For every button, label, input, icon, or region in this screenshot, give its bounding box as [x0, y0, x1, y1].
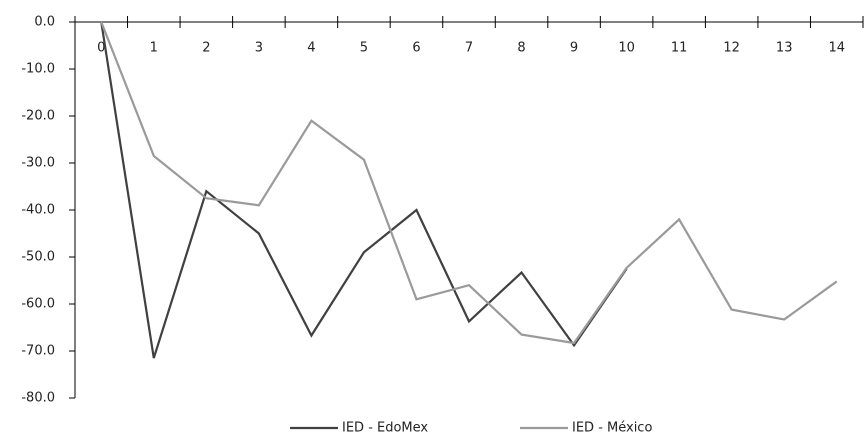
x-tick-label: 3 [255, 41, 263, 56]
x-tick-label: 7 [465, 41, 473, 56]
y-tick-label: -60.0 [21, 297, 55, 312]
y-tick-label: -30.0 [21, 156, 55, 171]
legend-label: IED - México [572, 421, 652, 436]
x-tick-label: 8 [517, 41, 525, 56]
y-tick-label: -40.0 [21, 203, 55, 218]
x-tick-label: 11 [671, 41, 688, 56]
x-tick-label: 6 [412, 41, 420, 56]
x-tick-label: 13 [776, 41, 793, 56]
y-tick-label: -10.0 [21, 62, 55, 77]
y-tick-label: -50.0 [21, 250, 55, 265]
x-tick-label: 2 [202, 41, 210, 56]
x-tick-label: 10 [618, 41, 635, 56]
x-tick-label: 14 [828, 41, 845, 56]
y-tick-label: -80.0 [21, 391, 55, 406]
y-tick-label: 0.0 [34, 15, 55, 30]
series-line [100, 21, 628, 359]
x-tick-label: 12 [723, 41, 740, 56]
x-tick-label: 5 [360, 41, 368, 56]
series-line [100, 21, 838, 345]
x-tick-label: 1 [150, 41, 158, 56]
x-tick-label: 0 [97, 41, 105, 56]
y-tick-label: -70.0 [21, 344, 55, 359]
x-tick-label: 9 [570, 41, 578, 56]
x-tick-label: 4 [307, 41, 315, 56]
legend-label: IED - EdoMex [342, 421, 428, 436]
y-tick-label: -20.0 [21, 109, 55, 124]
